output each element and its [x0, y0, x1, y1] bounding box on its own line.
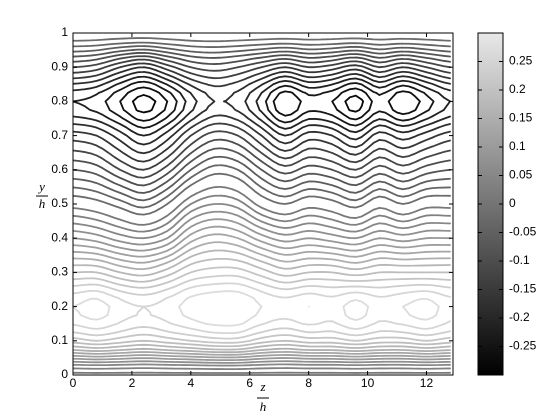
contour-line [73, 37, 451, 216]
x-tick-label: 4 [187, 376, 194, 390]
y-tick-label: 1 [61, 25, 68, 39]
colorbar-tick-label: 0.05 [509, 168, 533, 182]
contour-line [73, 257, 451, 348]
contour-line [73, 194, 451, 370]
colorbar-tick-label: 0.2 [509, 82, 526, 96]
x-tick-label: 12 [420, 376, 434, 390]
y-tick-label: 0.8 [51, 94, 68, 108]
colorbar-tick-label: 0.25 [509, 54, 533, 68]
contour-line [73, 210, 451, 364]
contour-line [73, 274, 451, 340]
x-tick-label: 8 [305, 376, 312, 390]
colorbar-tick-label: -0.05 [509, 225, 537, 239]
x-label-top: z [259, 379, 265, 394]
contour-line [73, 66, 451, 155]
x-tick-label: 10 [361, 376, 375, 390]
y-tick-label: 0.7 [51, 128, 68, 142]
contour-line [73, 282, 451, 335]
y-tick-label: 0.4 [51, 230, 68, 244]
contour-line [73, 70, 451, 146]
x-tick-label: 0 [70, 376, 77, 390]
colorbar-tick-label: -0.2 [509, 310, 530, 324]
y-tick-label: 0.1 [51, 333, 68, 347]
contour-line [73, 45, 451, 202]
colorbar-tick-label: -0.1 [509, 253, 530, 267]
contour-line [73, 41, 451, 209]
contour-line [131, 94, 365, 114]
colorbar-tick-label: 0.15 [509, 111, 533, 125]
colorbar-tick-label: 0 [509, 196, 516, 210]
contour-line [73, 218, 451, 362]
colorbar-tick-label: -0.15 [509, 282, 537, 296]
y-tick-label: 0.6 [51, 162, 68, 176]
contour-line [73, 48, 451, 194]
y-tick-label: 0.9 [51, 59, 68, 73]
contour-line [73, 55, 451, 179]
x-label-bottom: h [260, 399, 267, 414]
colorbar-tick-label: -0.25 [509, 339, 537, 353]
contour-line [73, 225, 451, 359]
contour-line [73, 249, 451, 351]
contour-line [104, 80, 435, 129]
y-tick-label: 0.5 [51, 196, 68, 210]
contour-line [73, 51, 451, 187]
y-label-top: y [37, 179, 45, 194]
contour-line [73, 58, 451, 171]
contour-line [73, 233, 451, 356]
y-label-bottom: h [39, 196, 46, 211]
colorbar-tick-label: 0.1 [509, 139, 526, 153]
y-tick-label: 0 [61, 367, 68, 381]
contour-line [73, 75, 451, 137]
contour-line [73, 266, 451, 344]
contour-line [73, 62, 451, 163]
contour-line [73, 241, 451, 354]
contour-line [73, 185, 451, 374]
y-tick-label: 0.3 [51, 265, 68, 279]
x-tick-label: 6 [246, 376, 253, 390]
contour-group [73, 37, 451, 374]
y-tick-label: 0.2 [51, 299, 68, 313]
contour-line [73, 290, 440, 327]
x-tick-label: 2 [129, 376, 136, 390]
contour-line [119, 86, 421, 122]
contour-line [73, 202, 451, 367]
